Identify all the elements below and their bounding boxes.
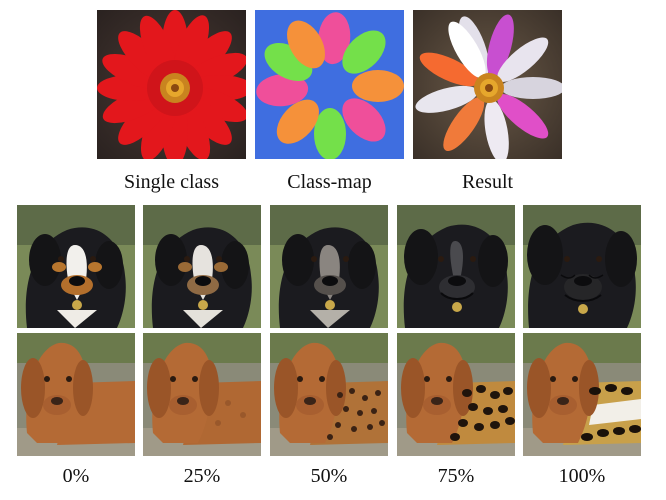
black-dog-image-100 xyxy=(523,205,641,328)
class-map-image xyxy=(255,10,404,159)
brown-dog-image-0 xyxy=(17,333,135,456)
caption-result: Result xyxy=(461,171,514,193)
black-dog-image-25 xyxy=(143,205,261,328)
brown-dog-image-75 xyxy=(397,333,515,456)
single-class-flower-image xyxy=(97,10,246,159)
black-dog-image-50 xyxy=(270,205,388,328)
result-flower-image xyxy=(413,10,562,159)
caption-class-map: Class-map xyxy=(287,171,372,193)
black-dog-image-0 xyxy=(17,205,135,328)
caption-single-class: Single class xyxy=(124,171,219,193)
brown-dog-image-25 xyxy=(143,333,261,456)
black-dog-image-75 xyxy=(397,205,515,328)
caption-100-percent: 100% xyxy=(558,465,606,487)
brown-dog-image-50 xyxy=(270,333,388,456)
caption-75-percent: 75% xyxy=(437,465,475,487)
caption-25-percent: 25% xyxy=(183,465,221,487)
brown-dog-image-100 xyxy=(523,333,641,456)
caption-0-percent: 0% xyxy=(62,465,90,487)
caption-50-percent: 50% xyxy=(310,465,348,487)
